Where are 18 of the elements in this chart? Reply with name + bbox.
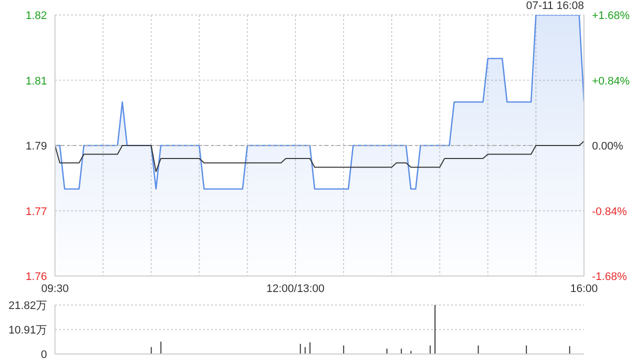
y2-tick-label: 0.00% <box>592 140 624 152</box>
y-tick-label: 10.91万 <box>8 324 47 336</box>
y-tick-label: 1.76 <box>26 271 47 283</box>
y2-tick-label: -0.84% <box>592 206 628 218</box>
y2-tick-label: +1.68% <box>592 10 630 22</box>
y-tick-label: 0 <box>40 349 47 360</box>
y2-tick-label: -1.68% <box>592 271 628 283</box>
y-tick-label: 1.82 <box>26 10 47 22</box>
y2-tick-label: +0.84% <box>592 75 630 88</box>
line-series <box>55 140 584 172</box>
x-tick-label: 16:00 <box>570 282 598 295</box>
y-tick-label: 1.77 <box>26 206 47 218</box>
x-tick-label: 12:00/13:00 <box>266 282 325 295</box>
y-tick-label: 1.81 <box>26 75 47 88</box>
y-tick-label: 21.82万 <box>8 300 47 312</box>
x-tick-label: 09:30 <box>41 282 69 295</box>
y-tick-label: 1.79 <box>26 140 47 152</box>
text: 07-11 16:08 <box>526 0 584 12</box>
